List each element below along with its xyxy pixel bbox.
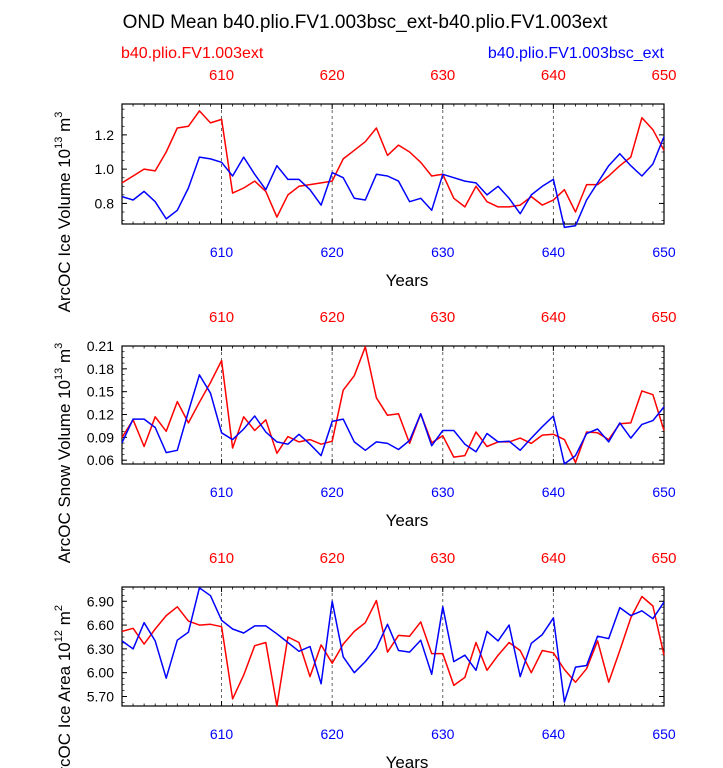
- y-tick-label: 0.18: [87, 361, 114, 377]
- x-axis-label: Years: [386, 511, 429, 530]
- y-tick-label: 0.12: [87, 407, 114, 423]
- x-tick-label-top: 650: [651, 309, 676, 326]
- y-tick-label: 1.0: [95, 161, 115, 177]
- x-tick-label: 620: [320, 484, 344, 500]
- x-axis-label: Years: [386, 271, 429, 290]
- x-tick-label: 630: [431, 726, 455, 742]
- x-tick-label-top: 620: [320, 67, 345, 84]
- x-tick-label: 630: [431, 484, 455, 500]
- series-line-red: [121, 110, 665, 218]
- chart-panel-3: 610 610 620 620 630 630 640 640 650 650 5.70 6.00 6.…: [53, 550, 677, 768]
- x-tick-label: 620: [320, 726, 344, 742]
- series-line-red: [121, 595, 665, 707]
- x-tick-label: 650: [652, 726, 676, 742]
- x-tick-label: 640: [542, 484, 566, 500]
- x-tick-label: 630: [431, 244, 455, 260]
- x-tick-label-top: 650: [651, 67, 676, 84]
- y-tick-label: 0.06: [87, 452, 114, 468]
- x-tick-label-top: 620: [320, 550, 345, 567]
- x-tick-label: 640: [542, 726, 566, 742]
- x-tick-label: 610: [210, 726, 234, 742]
- y-axis-label: ArcOC Ice Volume 1013 m3: [53, 112, 74, 313]
- x-tick-label: 610: [210, 484, 234, 500]
- series-line-blue: [121, 136, 665, 229]
- y-tick-label: 6.90: [87, 593, 114, 609]
- y-tick-label: 5.70: [87, 688, 114, 704]
- chart-panels: 610 610 620 620 630 630 640 640 650 650 0.8 1.0 1.2 Y…: [53, 67, 677, 768]
- x-tick-label-top: 640: [541, 309, 566, 326]
- plot-frame: [121, 586, 665, 707]
- chart-panel-1: 610 610 620 620 630 630 640 640 650 650 0.8 1.0 1.2 Y…: [53, 67, 677, 312]
- y-tick-label: 6.00: [87, 665, 114, 681]
- plot-frame: [121, 103, 665, 225]
- x-axis-label: Years: [386, 753, 429, 768]
- plot-frame: [121, 345, 665, 465]
- y-tick-label: 6.30: [87, 641, 114, 657]
- legend-red-label: b40.plio.FV1.003ext: [121, 45, 264, 62]
- y-axis-label: ArcOC Ice Area 1012 m2: [53, 605, 74, 768]
- y-tick-label: 0.21: [87, 338, 114, 354]
- x-tick-label-top: 630: [430, 550, 455, 567]
- x-tick-label: 620: [320, 244, 344, 260]
- x-tick-label-top: 640: [541, 550, 566, 567]
- y-axis-label: ArcOC Snow Volume 1013 m3: [53, 343, 74, 564]
- x-tick-label: 650: [652, 244, 676, 260]
- chart-panel-2: 610 610 620 620 630 630 640 640 650 650 0.06 0.09 0.…: [53, 309, 677, 563]
- x-tick-label-top: 630: [430, 67, 455, 84]
- figure-title: OND Mean b40.plio.FV1.003bsc_ext-b40.pli…: [123, 12, 608, 33]
- x-tick-label: 640: [542, 244, 566, 260]
- y-tick-label: 0.15: [87, 384, 114, 400]
- x-tick-label: 650: [652, 484, 676, 500]
- x-tick-label-top: 630: [430, 309, 455, 326]
- x-tick-label-top: 610: [209, 67, 234, 84]
- x-tick-label-top: 640: [541, 67, 566, 84]
- y-tick-label: 0.09: [87, 429, 114, 445]
- x-tick-label-top: 610: [209, 309, 234, 326]
- series-line-blue: [121, 587, 665, 703]
- y-tick-label: 0.8: [95, 195, 115, 211]
- x-tick-label: 610: [210, 244, 234, 260]
- x-tick-label-top: 650: [651, 550, 676, 567]
- x-tick-label-top: 620: [320, 309, 345, 326]
- y-tick-label: 6.60: [87, 617, 114, 633]
- series-line-red: [121, 346, 665, 464]
- series-line-blue: [121, 374, 665, 465]
- y-tick-label: 1.2: [95, 127, 115, 143]
- x-tick-label-top: 610: [209, 550, 234, 567]
- legend-blue-label: b40.plio.FV1.003bsc_ext: [488, 45, 665, 62]
